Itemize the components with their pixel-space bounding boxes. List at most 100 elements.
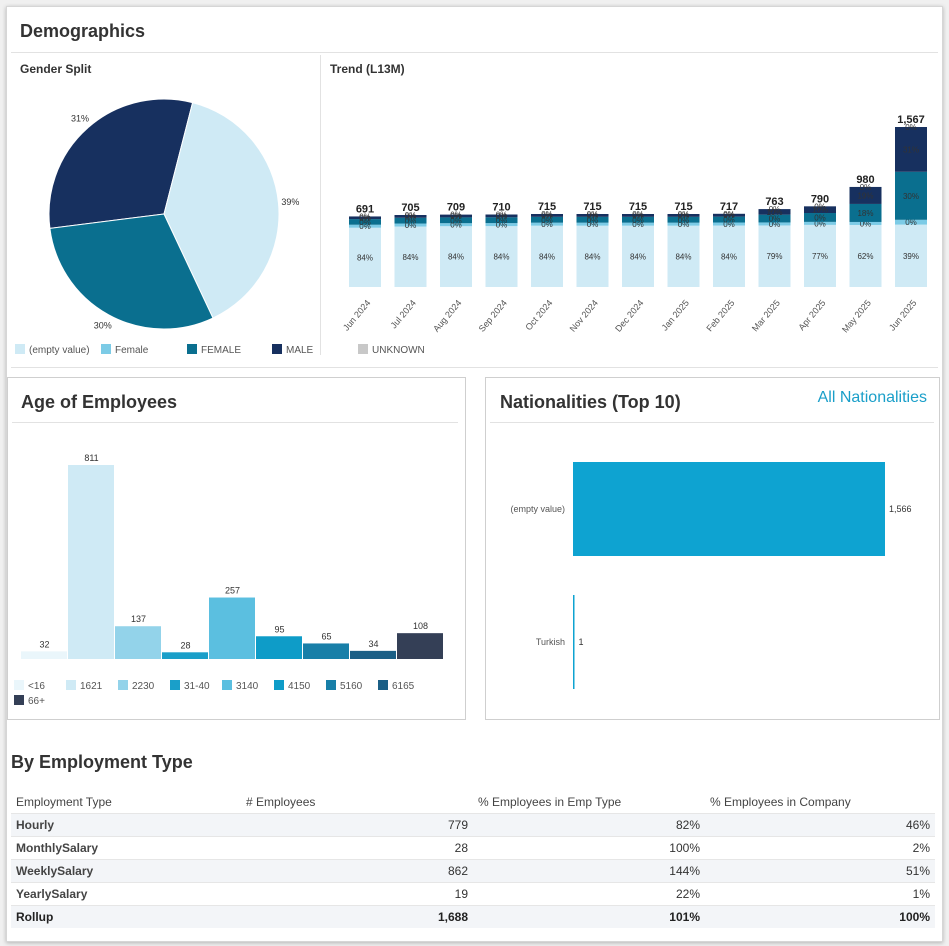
column-header[interactable]: % Employees in Emp Type	[478, 795, 622, 809]
all-nationalities-link[interactable]: All Nationalities	[817, 389, 927, 406]
trend-bar-segment-empty[interactable]	[349, 227, 381, 287]
trend-bar-segment-female[interactable]	[758, 222, 791, 226]
legend-item[interactable]: 31-40	[170, 680, 210, 692]
trend-bar-segment-empty[interactable]	[576, 225, 609, 287]
legend-item[interactable]: <16	[14, 680, 45, 692]
legend-item[interactable]: 66+	[14, 695, 45, 707]
column-header[interactable]: Employment Type	[16, 795, 112, 809]
legend-item[interactable]: 2230	[118, 680, 154, 692]
trend-bar-segment-male[interactable]	[440, 214, 472, 218]
age-bar[interactable]	[256, 636, 302, 659]
age-bar[interactable]	[209, 597, 255, 659]
trend-bar-segment-male[interactable]	[622, 213, 654, 217]
trend-month-label: Dec 2024	[613, 298, 645, 334]
age-bar[interactable]	[115, 626, 161, 659]
trend-bar-segment-female-caps[interactable]	[895, 171, 927, 220]
gender-pie-chart[interactable]: 31% 39% 30%	[7, 77, 317, 342]
trend-bar-segment-female-caps[interactable]	[758, 214, 791, 223]
nationality-bar[interactable]	[573, 462, 885, 556]
table-rollup-row[interactable]: Rollup 1,688 101% 100%	[11, 905, 935, 928]
trend-bar-segment-empty[interactable]	[440, 226, 472, 287]
age-bar[interactable]	[21, 651, 67, 659]
trend-bar-segment-empty[interactable]	[667, 225, 700, 287]
trend-bar-segment-female-caps[interactable]	[713, 216, 745, 223]
trend-bar-segment-male[interactable]	[576, 213, 609, 217]
trend-bar-segment-female[interactable]	[576, 222, 609, 226]
legend-item[interactable]: UNKNOWN	[358, 344, 425, 356]
trend-bar-segment-female[interactable]	[394, 223, 427, 227]
legend-item[interactable]: 4150	[274, 680, 310, 692]
trend-bar-segment-female-caps[interactable]	[394, 217, 427, 224]
table-row[interactable]: WeeklySalary 862 144% 51%	[11, 859, 935, 883]
trend-bar-segment-empty[interactable]	[622, 225, 654, 287]
trend-bar-segment-empty[interactable]	[849, 224, 882, 287]
column-header[interactable]: # Employees	[246, 795, 316, 809]
trend-bar-segment-female-caps[interactable]	[804, 213, 836, 222]
trend-bar-segment-female[interactable]	[440, 223, 472, 227]
trend-bar-segment-male[interactable]	[349, 216, 381, 220]
trend-bar-segment-female-caps[interactable]	[849, 203, 882, 222]
age-bar-value: 257	[225, 586, 240, 596]
table-row[interactable]: Hourly 779 82% 46%	[11, 813, 935, 837]
legend-item[interactable]: FEMALE	[187, 344, 241, 356]
trend-bar-segment-female[interactable]	[485, 223, 518, 227]
trend-bar-segment-male[interactable]	[667, 213, 700, 217]
column-header[interactable]: % Employees in Company	[710, 795, 851, 809]
trend-bar-segment-male[interactable]	[394, 215, 427, 218]
nationalities-bar-chart[interactable]: (empty value) 1,566 Turkish 1	[486, 438, 936, 698]
trend-bar-segment-empty[interactable]	[895, 224, 927, 287]
trend-bar-segment-male[interactable]	[713, 213, 745, 217]
trend-bar-segment-male[interactable]	[758, 209, 791, 215]
trend-bar-segment-female[interactable]	[622, 222, 654, 226]
trend-segment-label: 0%	[450, 211, 462, 220]
trend-bar-segment-empty[interactable]	[804, 224, 836, 287]
nationality-bar[interactable]	[573, 595, 575, 689]
legend-item[interactable]: 5160	[326, 680, 362, 692]
trend-bar-segment-female-caps[interactable]	[576, 216, 609, 223]
pie-slice[interactable]	[49, 213, 214, 330]
trend-bar-segment-female[interactable]	[849, 221, 882, 225]
legend-item[interactable]: 3140	[222, 680, 258, 692]
table-row[interactable]: YearlySalary 19 22% 1%	[11, 882, 935, 906]
trend-segment-label: 0%	[632, 211, 644, 220]
age-bar-chart[interactable]: 32 811 137 28 257 95 65 34 108	[8, 438, 463, 663]
trend-bar-segment-empty[interactable]	[758, 225, 791, 287]
trend-bar-segment-female[interactable]	[531, 222, 563, 226]
trend-bar-segment-female[interactable]	[895, 219, 927, 225]
pct-company-cell: 100%	[705, 905, 935, 928]
trend-bar-segment-female-caps[interactable]	[622, 216, 654, 223]
divider	[320, 55, 321, 355]
legend-item[interactable]: (empty value)	[15, 344, 90, 356]
trend-bar-segment-female[interactable]	[667, 222, 700, 226]
trend-bar-segment-empty[interactable]	[531, 225, 563, 287]
legend-item[interactable]: Female	[101, 344, 148, 356]
trend-bar-segment-female[interactable]	[804, 221, 836, 225]
age-bar[interactable]	[303, 643, 349, 659]
pie-slice[interactable]	[163, 102, 280, 319]
trend-bar-segment-female-caps[interactable]	[440, 217, 472, 224]
trend-bar-segment-empty[interactable]	[394, 226, 427, 287]
trend-bar-segment-female[interactable]	[713, 222, 745, 226]
age-bar[interactable]	[397, 633, 443, 659]
trend-bar-segment-empty[interactable]	[713, 225, 745, 287]
trend-bar-segment-female-caps[interactable]	[531, 216, 563, 223]
table-row[interactable]: MonthlySalary 28 100% 2%	[11, 836, 935, 860]
age-bar[interactable]	[68, 465, 114, 659]
trend-bar-segment-empty[interactable]	[485, 226, 518, 287]
legend-item[interactable]: 1621	[66, 680, 102, 692]
legend-item[interactable]: MALE	[272, 344, 313, 356]
trend-bar-segment-female-caps[interactable]	[667, 216, 700, 223]
trend-bar-segment-male[interactable]	[849, 186, 882, 204]
trend-bar-segment-male[interactable]	[531, 213, 563, 217]
age-bar[interactable]	[162, 652, 208, 659]
legend-item[interactable]: 6165	[378, 680, 414, 692]
trend-bar-segment-male[interactable]	[804, 206, 836, 214]
age-bar[interactable]	[350, 650, 396, 659]
pie-slice[interactable]	[48, 98, 194, 229]
trend-bar-segment-female[interactable]	[349, 224, 381, 228]
trend-bar-segment-male[interactable]	[895, 127, 927, 172]
trend-bar-segment-female-caps[interactable]	[349, 219, 381, 225]
trend-bar-segment-female-caps[interactable]	[485, 217, 518, 224]
trend-bar-segment-male[interactable]	[485, 214, 518, 218]
